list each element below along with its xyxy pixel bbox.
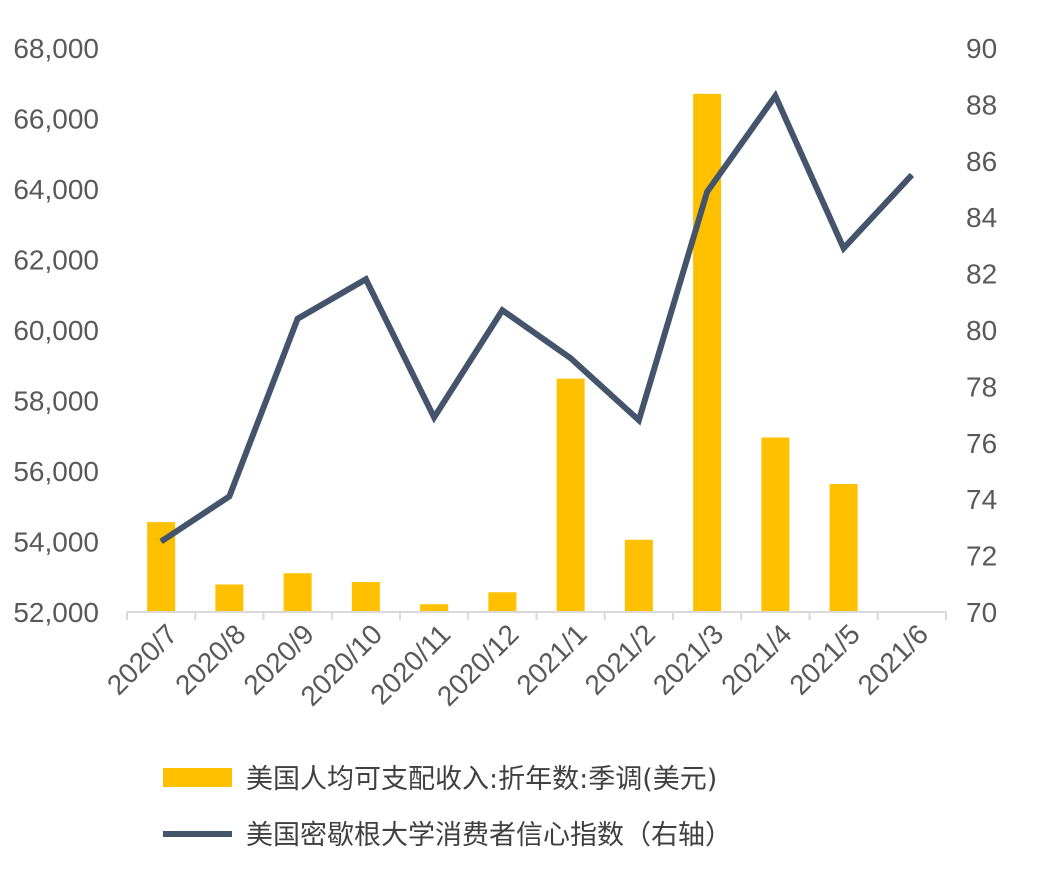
bar (556, 378, 585, 612)
left-tick-label: 52,000 (13, 597, 99, 628)
line-point (774, 95, 776, 97)
right-tick-label: 74 (966, 484, 997, 515)
line-point (501, 309, 503, 311)
left-tick-label: 56,000 (13, 456, 99, 487)
legend-bar-label: 美国人均可支配收入:折年数:季调(美元) (246, 764, 717, 795)
bar (283, 573, 312, 612)
bar (829, 484, 858, 612)
line-point (843, 247, 845, 249)
left-tick-label: 68,000 (13, 33, 99, 64)
right-tick-label: 78 (966, 371, 997, 402)
bar-series (147, 93, 858, 612)
left-tick-label: 66,000 (13, 104, 99, 135)
right-tick-label: 76 (966, 428, 997, 459)
bar (693, 93, 722, 612)
line-point (365, 278, 367, 280)
x-tick-label: 2020/8 (169, 618, 251, 700)
line-point (638, 419, 640, 421)
bar (420, 604, 449, 612)
right-tick-label: 90 (966, 33, 997, 64)
left-tick-label: 64,000 (13, 174, 99, 205)
right-tick-label: 80 (966, 315, 997, 346)
x-tick-label: 2020/7 (101, 618, 183, 700)
bar (761, 437, 790, 612)
left-tick-label: 60,000 (13, 315, 99, 346)
x-tick-label: 2021/5 (783, 618, 865, 700)
left-axis: 52,000 54,000 56,000 58,000 60,000 62,000 64,0… (13, 33, 99, 628)
line-point (911, 174, 913, 176)
legend-line-label: 美国密歇根大学消费者信心指数（右轴） (246, 820, 732, 851)
bar (215, 584, 244, 612)
legend-item-bar: 美国人均可支配收入:折年数:季调(美元) (163, 764, 717, 795)
line-point (160, 541, 162, 542)
x-tick-label: 2021/3 (647, 618, 729, 700)
right-tick-label: 88 (966, 89, 997, 120)
x-tick-label: 2021/6 (852, 618, 934, 700)
legend-bar-swatch (163, 768, 232, 787)
x-tick-label: 2021/2 (579, 618, 661, 700)
bar (624, 539, 653, 612)
bar (488, 592, 517, 612)
line-point (297, 318, 299, 320)
line-series (159, 89, 915, 545)
confidence-index-line (159, 89, 915, 545)
right-tick-label: 72 (966, 541, 997, 572)
right-tick-label: 82 (966, 259, 997, 290)
x-tick-label: 2021/1 (510, 618, 592, 700)
right-axis: 70 72 74 76 78 80 82 84 86 88 90 (966, 33, 997, 628)
left-tick-label: 62,000 (13, 245, 99, 276)
legend: 美国人均可支配收入:折年数:季调(美元) 美国密歇根大学消费者信心指数（右轴） (163, 764, 732, 851)
legend-item-line: 美国密歇根大学消费者信心指数（右轴） (163, 820, 732, 851)
left-tick-label: 58,000 (13, 386, 99, 417)
line-point (228, 495, 230, 497)
x-axis: 2020/72020/82020/92020/102020/112020/122… (101, 612, 947, 712)
right-tick-label: 86 (966, 146, 997, 177)
line-point (706, 191, 708, 193)
left-tick-label: 54,000 (13, 527, 99, 558)
right-tick-label: 70 (966, 597, 997, 628)
bar (351, 582, 380, 612)
line-point (433, 416, 435, 418)
line-point (570, 357, 572, 359)
right-tick-label: 84 (966, 202, 997, 233)
x-tick-label: 2021/4 (715, 618, 797, 700)
